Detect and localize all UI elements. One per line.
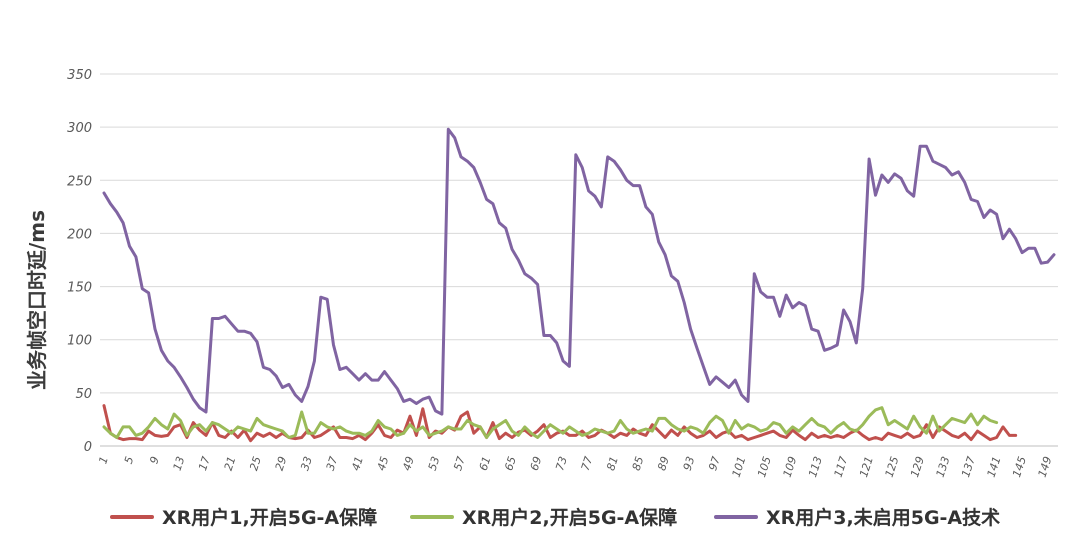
legend-label-3: XR用户3,未启用5G-A技术 [766, 506, 1000, 529]
legend: XR用户1,开启5G-A保障 XR用户2,开启5G-A保障 XR用户3,未启用5G-… [110, 506, 1000, 529]
series-line-3 [102, 127, 1056, 416]
x-tick-label: 137 [959, 455, 978, 479]
series-line-2 [102, 406, 999, 439]
x-tick-label: 21 [222, 455, 239, 472]
x-tick-label: 141 [985, 455, 1004, 479]
y-tick-label: 250 [67, 174, 92, 189]
x-tick-label: 133 [934, 455, 953, 479]
x-tick-label: 149 [1036, 455, 1055, 479]
series-line-1 [102, 404, 1018, 443]
x-tick-label: 117 [832, 455, 851, 479]
x-tick-label: 145 [1010, 455, 1029, 479]
y-tick-label: 350 [67, 68, 92, 83]
x-axis-ticks: 1 5 9 13 17 21 25 29 33 37 41 45 49 53 57 61 65 69 73 77 81 8… [96, 455, 1054, 479]
x-tick-label: 109 [781, 455, 800, 479]
y-tick-label: 50 [75, 387, 92, 402]
x-tick-label: 25 [247, 455, 264, 472]
x-tick-label: 45 [375, 455, 392, 472]
x-tick-label: 37 [324, 455, 341, 472]
x-tick-label: 89 [655, 455, 672, 472]
y-tick-label: 0 [84, 440, 92, 455]
x-tick-label: 13 [171, 455, 188, 472]
series-lines [102, 127, 1056, 443]
x-tick-label: 41 [349, 455, 366, 472]
x-tick-label: 85 [630, 455, 647, 472]
x-tick-label: 29 [273, 455, 290, 472]
x-tick-label: 77 [579, 455, 596, 472]
x-tick-label: 101 [730, 455, 749, 479]
x-tick-label: 17 [196, 455, 213, 472]
legend-label-2: XR用户2,开启5G-A保障 [462, 506, 677, 529]
x-tick-label: 129 [908, 455, 927, 479]
x-tick-label: 49 [400, 455, 417, 472]
legend-label-1: XR用户1,开启5G-A保障 [162, 506, 377, 529]
x-tick-label: 9 [147, 455, 162, 466]
y-tick-label: 300 [67, 121, 92, 136]
x-tick-label: 121 [857, 455, 876, 479]
x-tick-label: 125 [883, 455, 902, 479]
x-tick-label: 57 [451, 455, 468, 472]
grid-lines [100, 73, 1058, 447]
x-tick-label: 113 [806, 455, 825, 479]
y-tick-label: 200 [67, 227, 92, 242]
y-axis-label: 业务帧空口时延/ms [25, 210, 49, 390]
y-tick-label: 150 [67, 281, 92, 296]
x-tick-label: 81 [604, 455, 621, 472]
x-tick-label: 53 [426, 455, 443, 472]
x-tick-label: 93 [681, 455, 698, 472]
x-tick-label: 73 [553, 455, 570, 472]
x-tick-label: 105 [755, 455, 774, 479]
x-tick-label: 1 [96, 455, 111, 466]
x-tick-label: 61 [477, 455, 494, 472]
x-tick-label: 5 [122, 455, 137, 466]
x-tick-label: 97 [706, 455, 723, 472]
x-tick-label: 69 [528, 455, 545, 472]
x-tick-label: 33 [298, 455, 315, 472]
x-tick-label: 65 [502, 455, 519, 472]
y-tick-label: 100 [67, 334, 92, 349]
y-axis-ticks: 0 50 100 150 200 250 300 350 [67, 68, 92, 455]
